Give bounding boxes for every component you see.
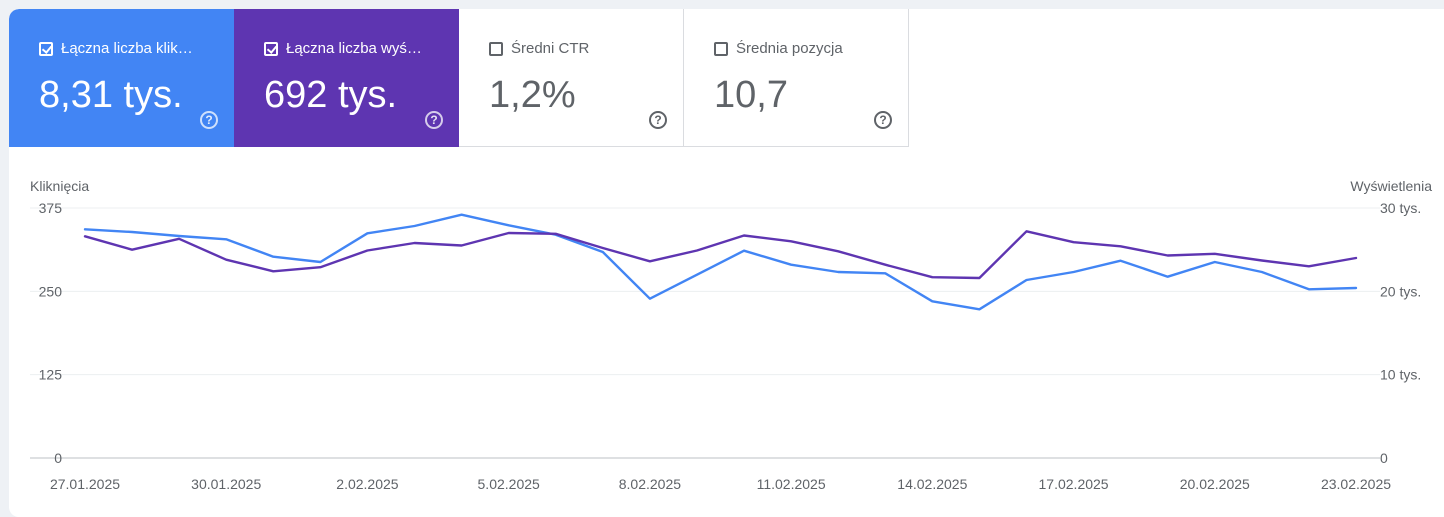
y-axis-right-tick-label: 30 tys.: [1380, 200, 1421, 216]
x-axis-tick-label: 11.02.2025: [757, 476, 826, 492]
y-axis-left-tick-label: 125: [39, 367, 63, 383]
y-axis-right-title: Wyświetlenia: [1350, 178, 1432, 194]
y-axis-left-ticks: 0 125 250 375: [39, 200, 63, 466]
y-axis-right-tick-label: 0: [1380, 450, 1388, 466]
y-axis-left-tick-label: 250: [39, 283, 63, 299]
x-axis-tick-label: 23.02.2025: [1321, 476, 1391, 492]
help-icon[interactable]: ?: [874, 111, 892, 129]
series-line-clicks[interactable]: [83, 213, 1358, 311]
x-axis-tick-label: 17.02.2025: [1039, 476, 1109, 492]
metric-tile-position[interactable]: Średnia pozycja 10,7 ?: [684, 9, 909, 147]
chart-series: [83, 213, 1358, 311]
metric-tile-impressions[interactable]: Łączna liczba wyś… 692 tys. ?: [234, 9, 459, 147]
metric-tile-header: Łączna liczba wyś…: [264, 40, 444, 57]
x-axis-tick-label: 14.02.2025: [897, 476, 967, 492]
help-icon[interactable]: ?: [200, 111, 218, 129]
metric-value: 8,31 tys.: [39, 74, 183, 116]
y-axis-right-tick-label: 10 tys.: [1380, 367, 1421, 383]
metric-value: 10,7: [714, 74, 788, 116]
metric-value: 692 tys.: [264, 74, 398, 116]
metric-tiles: Łączna liczba klik… 8,31 tys. ? Łączna l…: [9, 9, 909, 147]
performance-line-chart[interactable]: Kliknięcia Wyświetlenia 0 125 250 375 0 10 t…: [9, 9, 1444, 517]
help-icon[interactable]: ?: [649, 111, 667, 129]
x-axis-ticks: 27.01.2025 30.01.2025 2.02.2025 5.02.2025 8.…: [50, 476, 1391, 492]
x-axis-tick-label: 8.02.2025: [619, 476, 681, 492]
x-axis-tick-label: 30.01.2025: [191, 476, 261, 492]
y-axis-right-ticks: 0 10 tys. 20 tys. 30 tys.: [1380, 200, 1421, 466]
x-axis-tick-label: 20.02.2025: [1180, 476, 1250, 492]
metric-tile-header: Łączna liczba klik…: [39, 40, 219, 57]
chart-gridlines: [30, 207, 1380, 459]
metric-tile-header: Średnia pozycja: [714, 40, 894, 57]
y-axis-left-tick-label: 375: [39, 200, 63, 216]
performance-card: Łączna liczba klik… 8,31 tys. ? Łączna l…: [9, 9, 1444, 517]
metric-value: 1,2%: [489, 74, 576, 116]
metric-tile-clicks[interactable]: Łączna liczba klik… 8,31 tys. ?: [9, 9, 234, 147]
y-axis-right-tick-label: 20 tys.: [1380, 283, 1421, 299]
checkbox-checked-icon[interactable]: [264, 41, 278, 56]
checkbox-unchecked-icon[interactable]: [489, 41, 503, 56]
metric-tile-ctr[interactable]: Średni CTR 1,2% ?: [459, 9, 684, 147]
y-axis-left-tick-label: 0: [54, 450, 62, 466]
checkbox-checked-icon[interactable]: [39, 41, 53, 56]
x-axis-tick-label: 27.01.2025: [50, 476, 120, 492]
x-axis-tick-label: 5.02.2025: [478, 476, 540, 492]
help-icon[interactable]: ?: [425, 111, 443, 129]
checkbox-unchecked-icon[interactable]: [714, 41, 728, 56]
metric-tile-header: Średni CTR: [489, 40, 669, 57]
x-axis-tick-label: 2.02.2025: [336, 476, 398, 492]
series-line-impressions[interactable]: [83, 230, 1358, 280]
y-axis-left-title: Kliknięcia: [30, 178, 89, 194]
